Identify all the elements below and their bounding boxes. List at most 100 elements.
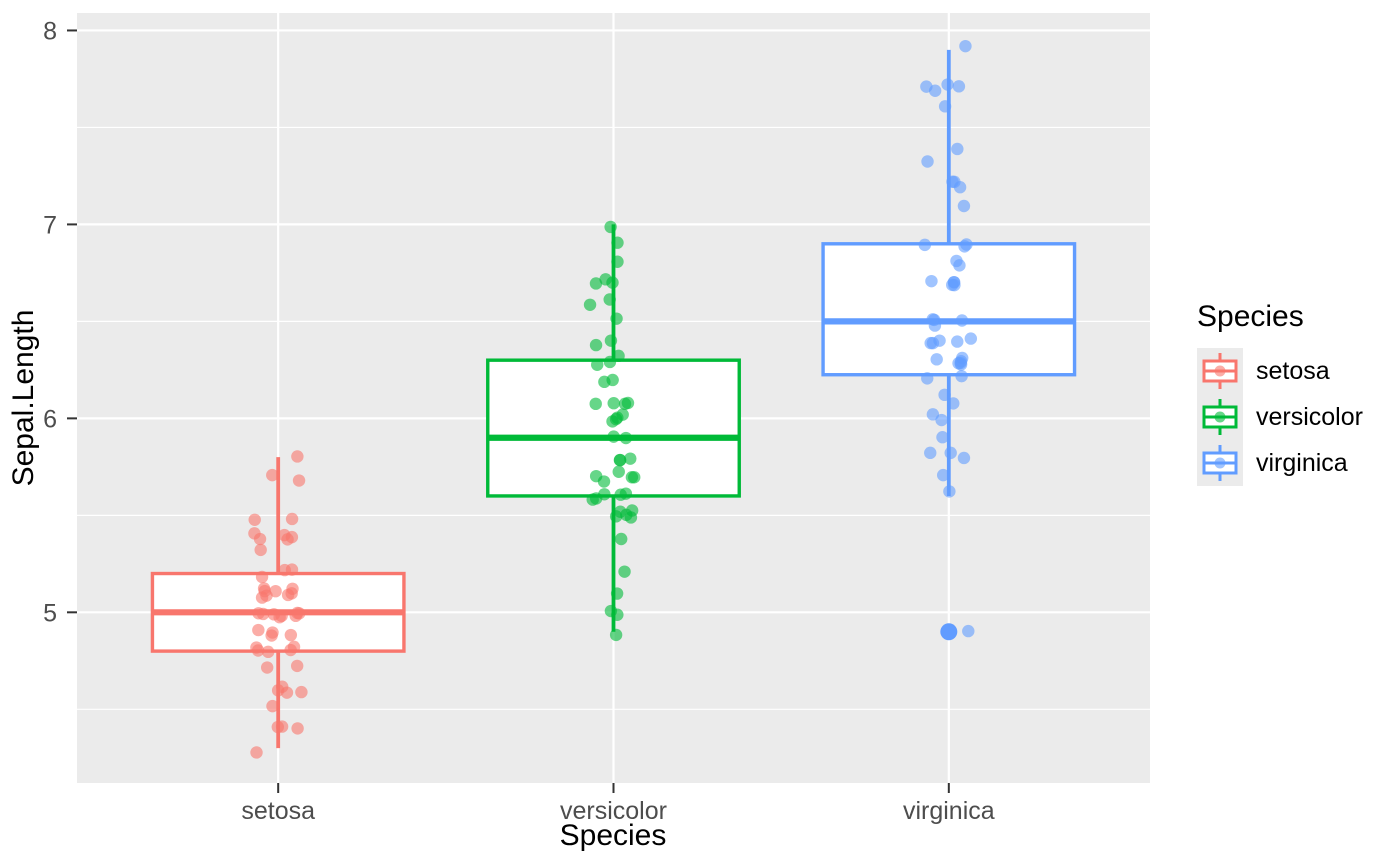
- jitter-point-setosa: [284, 628, 298, 642]
- jitter-point-versicolor: [616, 408, 629, 421]
- jitter-point-virginica: [955, 314, 969, 327]
- jitter-point-virginica: [918, 238, 932, 252]
- jitter-point-versicolor: [589, 338, 603, 352]
- jitter-point-setosa: [292, 607, 306, 620]
- jitter-point-virginica: [941, 78, 954, 91]
- y-tick-label: 8: [43, 17, 57, 45]
- jitter-point-virginica: [924, 446, 937, 460]
- jitter-point-virginica: [938, 100, 952, 113]
- jitter-point-setosa: [286, 582, 299, 595]
- jitter-point-setosa: [291, 450, 304, 463]
- jitter-point-setosa: [267, 608, 281, 621]
- jitter-point-versicolor: [614, 505, 627, 518]
- outlier-point-virginica: [940, 623, 958, 641]
- jitter-point-versicolor: [607, 430, 620, 443]
- jitter-point-versicolor: [586, 493, 599, 506]
- jitter-point-versicolor: [597, 475, 611, 488]
- jitter-point-virginica: [930, 353, 943, 366]
- jitter-point-versicolor: [604, 220, 617, 234]
- jitter-point-setosa: [290, 659, 304, 673]
- x-axis-title: Species: [559, 819, 667, 852]
- jitter-point-versicolor: [619, 487, 633, 500]
- jitter-point-versicolor: [621, 396, 635, 410]
- jitter-point-setosa: [266, 626, 279, 639]
- jitter-point-virginica: [952, 80, 966, 93]
- jitter-point-setosa: [255, 570, 269, 584]
- legend-item-label: versicolor: [1256, 402, 1363, 431]
- legend-key-boxplot-icon: [1197, 348, 1243, 394]
- x-tick-label: virginica: [903, 797, 995, 825]
- legend-item-label: virginica: [1256, 448, 1348, 477]
- jitter-point-setosa: [292, 474, 306, 487]
- jitter-point-virginica: [953, 259, 966, 272]
- box-virginica: [821, 242, 1077, 377]
- jitter-point-virginica: [962, 624, 975, 638]
- jitter-point-versicolor: [611, 255, 624, 268]
- jitter-point-setosa: [250, 746, 263, 759]
- y-axis-title: Sepal.Length: [7, 309, 40, 487]
- jitter-point-versicolor: [619, 431, 633, 445]
- jitter-point-versicolor: [589, 397, 602, 411]
- jitter-point-versicolor: [603, 355, 617, 369]
- jitter-point-virginica: [921, 155, 934, 168]
- jitter-point-setosa: [285, 512, 299, 526]
- jitter-point-versicolor: [599, 273, 612, 286]
- legend-key-boxplot-icon: [1197, 394, 1243, 440]
- jitter-point-versicolor: [603, 293, 616, 306]
- jitter-point-virginica: [951, 335, 964, 348]
- jitter-point-virginica: [921, 372, 934, 385]
- jitter-point-virginica: [948, 278, 961, 292]
- jitter-point-versicolor: [612, 465, 625, 478]
- jitter-point-versicolor: [610, 587, 624, 600]
- legend-item-versicolor: versicolor: [1197, 394, 1363, 440]
- jitter-point-setosa: [260, 661, 274, 674]
- jitter-point-virginica: [925, 274, 938, 288]
- jitter-point-versicolor: [611, 236, 624, 249]
- jitter-point-virginica: [951, 142, 964, 156]
- legend-title: Species: [1197, 300, 1304, 333]
- jitter-point-virginica: [926, 313, 939, 326]
- jitter-point-virginica: [957, 199, 971, 213]
- jitter-point-virginica: [944, 446, 957, 460]
- jitter-point-versicolor: [591, 358, 604, 371]
- jitter-point-versicolor: [609, 628, 623, 642]
- jitter-point-versicolor: [604, 334, 618, 347]
- jitter-point-versicolor: [612, 349, 625, 363]
- jitter-point-versicolor: [607, 397, 620, 410]
- legend-item-setosa: setosa: [1197, 348, 1363, 394]
- jitter-point-virginica: [920, 80, 933, 93]
- jitter-point-virginica: [958, 240, 971, 253]
- jitter-point-versicolor: [610, 312, 623, 325]
- jitter-point-versicolor: [625, 471, 639, 484]
- jitter-point-virginica: [933, 334, 946, 347]
- jitter-point-setosa: [266, 699, 279, 713]
- jitter-point-setosa: [266, 468, 279, 482]
- legend-item-virginica: virginica: [1197, 440, 1363, 486]
- jitter-point-virginica: [936, 431, 949, 444]
- jitter-point-virginica: [938, 388, 951, 402]
- jitter-point-setosa: [254, 543, 267, 557]
- jitter-point-virginica: [959, 39, 972, 53]
- x-tick-label: versicolor: [560, 797, 667, 825]
- jitter-point-virginica: [946, 175, 959, 188]
- jitter-point-virginica: [964, 332, 978, 345]
- jitter-point-versicolor: [606, 373, 619, 387]
- jitter-point-setosa: [285, 563, 299, 576]
- jitter-point-setosa: [256, 607, 270, 621]
- jitter-point-setosa: [252, 623, 265, 637]
- jitter-point-versicolor: [624, 511, 638, 524]
- jitter-point-versicolor: [624, 452, 637, 465]
- jitter-point-setosa: [291, 722, 304, 735]
- legend-item-label: setosa: [1256, 356, 1330, 385]
- jitter-point-setosa: [271, 720, 285, 734]
- y-tick-label: 6: [43, 405, 57, 433]
- legend-key-boxplot-icon: [1197, 440, 1243, 486]
- jitter-point-versicolor: [613, 453, 627, 467]
- jitter-point-setosa: [248, 527, 261, 540]
- jitter-point-versicolor: [618, 565, 631, 578]
- y-tick-label: 5: [43, 599, 57, 627]
- jitter-point-setosa: [250, 641, 263, 654]
- jitter-point-setosa: [271, 684, 285, 697]
